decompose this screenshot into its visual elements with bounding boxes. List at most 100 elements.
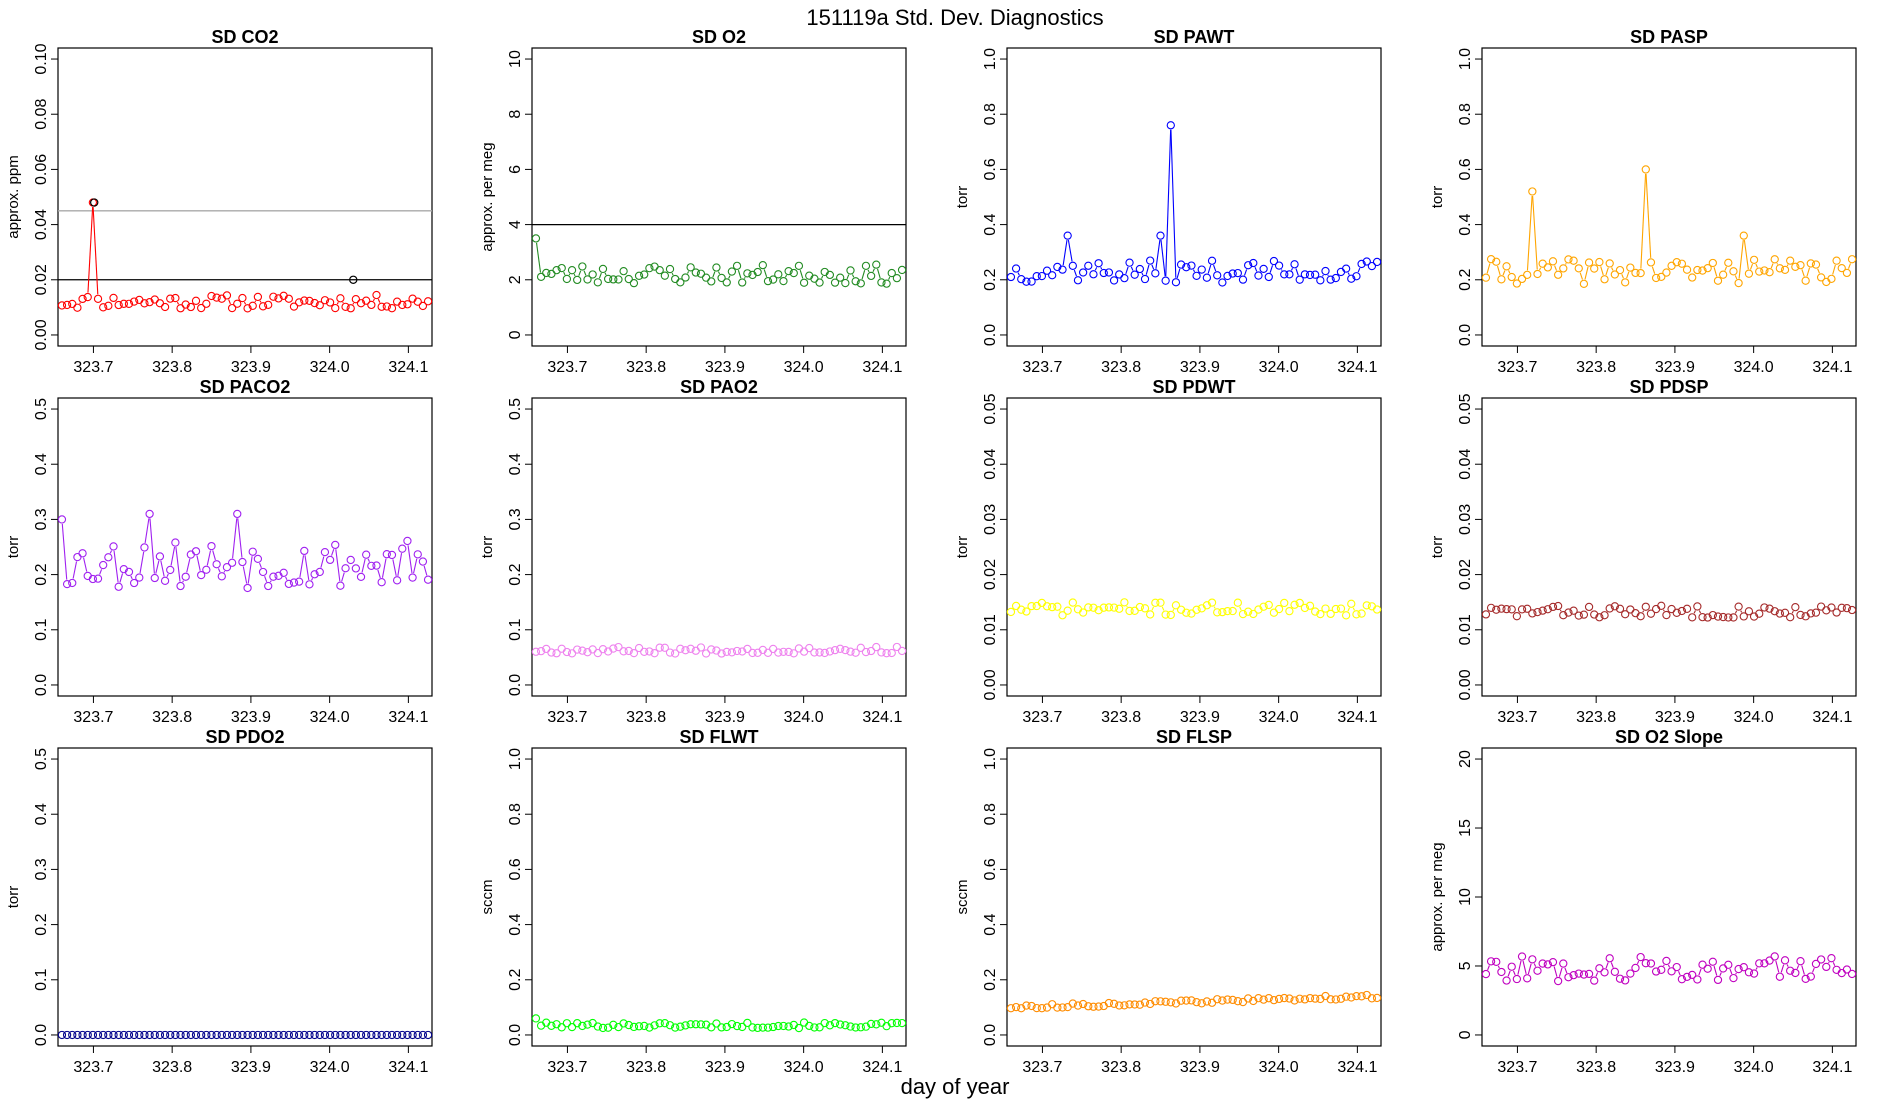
series-segment <box>1094 267 1098 271</box>
data-point <box>233 509 242 519</box>
data-point <box>1202 997 1212 1006</box>
data-point <box>1311 994 1320 1003</box>
x-tick-label: 324.0 <box>1734 709 1774 726</box>
data-point <box>1600 275 1609 284</box>
data-point <box>1078 268 1088 277</box>
data-point <box>872 260 881 269</box>
data-point <box>382 302 391 311</box>
data-point <box>722 278 731 287</box>
data-point <box>578 646 587 655</box>
series-segment <box>1017 272 1020 276</box>
data-point <box>1672 962 1681 972</box>
data-point <box>763 276 773 286</box>
data-point <box>269 1030 278 1040</box>
data-point <box>1037 271 1047 281</box>
data-point <box>289 302 299 311</box>
data-point <box>1579 279 1589 288</box>
series-segment <box>335 549 341 582</box>
data-point <box>57 1030 67 1040</box>
data-point <box>1017 605 1026 614</box>
data-point <box>779 647 788 656</box>
data-point <box>1295 598 1304 608</box>
y-tick-label: 0.5 <box>33 748 50 770</box>
y-tick-label: 0.05 <box>982 393 999 424</box>
data-point <box>1569 606 1578 615</box>
data-point <box>294 298 304 307</box>
y-tick-label: 0.2 <box>33 563 50 585</box>
data-point <box>696 1020 706 1029</box>
data-point <box>1362 990 1371 1000</box>
data-point <box>1264 994 1273 1003</box>
data-point <box>418 301 428 311</box>
data-point <box>403 300 412 309</box>
y-tick-label: 0.0 <box>1457 324 1474 346</box>
data-point <box>1120 598 1129 607</box>
data-point <box>1595 964 1604 973</box>
data-point <box>398 544 407 553</box>
data-point <box>1357 259 1366 269</box>
data-point <box>140 1030 149 1040</box>
series-segment <box>160 560 165 577</box>
data-point <box>650 649 659 658</box>
data-point <box>1120 273 1129 283</box>
series-segment <box>799 269 804 279</box>
data-point <box>758 1023 767 1032</box>
data-point <box>320 296 330 305</box>
series-segment <box>1828 961 1830 964</box>
data-point <box>707 277 716 286</box>
data-point <box>1755 267 1764 276</box>
data-point <box>1109 603 1119 612</box>
data-point <box>1032 272 1041 281</box>
data-point <box>1259 602 1268 611</box>
data-point <box>155 552 165 561</box>
data-point <box>93 1030 103 1040</box>
data-point <box>1693 602 1702 611</box>
series-segment <box>1207 264 1212 274</box>
data-point <box>671 274 680 284</box>
data-point <box>1223 606 1232 616</box>
data-point <box>665 264 675 274</box>
series-segment <box>1565 263 1567 265</box>
data-point <box>93 574 103 583</box>
data-point <box>1135 264 1145 274</box>
data-point <box>83 292 92 302</box>
data-point <box>1053 602 1062 611</box>
x-tick-label: 323.7 <box>1022 709 1062 726</box>
data-point <box>1744 968 1754 977</box>
data-point <box>877 278 886 287</box>
data-point <box>1295 275 1304 284</box>
data-point <box>1662 268 1671 277</box>
data-point <box>1321 266 1330 276</box>
data-point <box>1223 271 1232 281</box>
data-point <box>650 1021 659 1030</box>
data-point <box>645 1023 654 1032</box>
data-point <box>398 300 407 310</box>
data-point <box>155 1030 165 1040</box>
data-point <box>1626 605 1635 614</box>
data-point <box>1243 261 1253 270</box>
data-point <box>1089 603 1098 612</box>
data-point <box>1481 969 1491 979</box>
data-point <box>1027 1001 1036 1011</box>
y-tick-label: 0.00 <box>982 669 999 700</box>
data-point <box>382 1030 391 1040</box>
series-segment <box>423 565 428 576</box>
series-segment <box>392 559 397 577</box>
data-point <box>300 1030 309 1040</box>
series-segment <box>1729 968 1733 975</box>
data-point <box>1161 276 1170 285</box>
data-point <box>253 554 263 564</box>
series-segment <box>861 270 866 280</box>
data-point <box>1197 999 1206 1008</box>
series-segment <box>888 276 891 280</box>
panel-sd-pasp: SD PASP 0.0 0.2 0.4 0.6 0.8 1.0 torr 323.7 323.8 3… <box>1429 27 1857 376</box>
data-point <box>634 643 644 653</box>
data-point <box>1243 607 1253 616</box>
series-segment <box>182 580 184 583</box>
series-segment <box>1239 606 1242 611</box>
data-point <box>1847 969 1857 979</box>
data-point <box>1171 278 1181 287</box>
series-segment <box>254 300 257 303</box>
series-segment <box>331 548 335 556</box>
panel-sd-pdsp: SD PDSP 0.00 0.01 0.02 0.03 0.04 0.05 torr 323.7… <box>1429 377 1857 726</box>
